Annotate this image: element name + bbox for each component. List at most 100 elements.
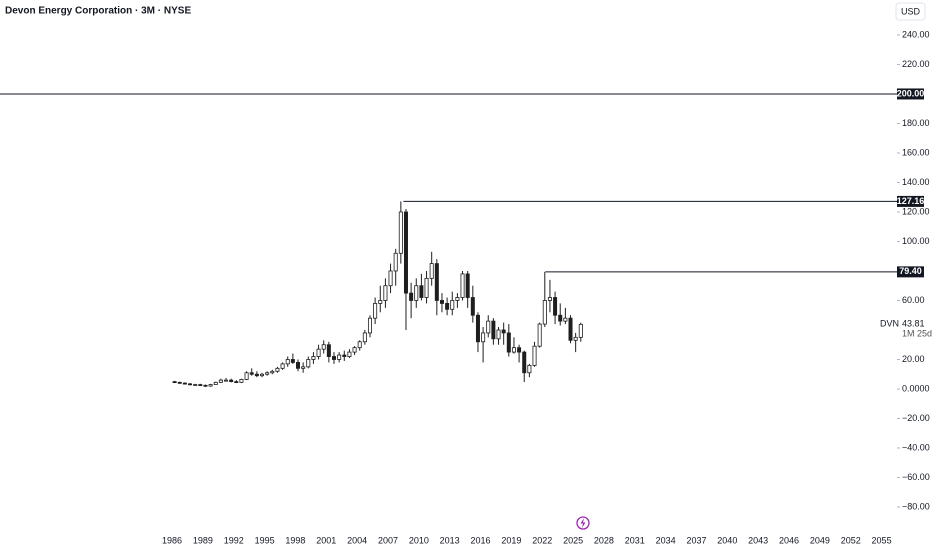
- candle-body: [229, 379, 234, 383]
- x-tick-label: 2052: [841, 535, 861, 545]
- candle-body: [367, 317, 372, 334]
- candle-body: [388, 270, 393, 287]
- candle-body: [254, 373, 259, 377]
- candle-body: [460, 273, 465, 298]
- candle-body: [568, 317, 573, 341]
- candle-body: [321, 344, 326, 350]
- candle-body: [172, 381, 177, 384]
- candle-body: [275, 367, 280, 372]
- candle-body: [393, 252, 398, 272]
- candle-body: [517, 347, 522, 353]
- candle-body: [280, 363, 285, 369]
- candle-body: [439, 300, 444, 304]
- candle-body: [496, 329, 501, 340]
- candle-body: [527, 364, 532, 374]
- candle-body: [578, 323, 583, 338]
- y-tick-label: 220.00: [902, 59, 930, 69]
- candle-body: [434, 263, 439, 301]
- x-tick-label: 2007: [378, 535, 398, 545]
- x-tick-label: 2022: [532, 535, 552, 545]
- candle-body: [419, 285, 424, 298]
- y-tick-label: −40.00: [902, 442, 930, 452]
- x-tick-label: 2028: [594, 535, 614, 545]
- candle-body: [481, 332, 486, 343]
- y-tick-label: −60.00: [902, 472, 930, 482]
- x-tick-label: 2016: [471, 535, 491, 545]
- level-label: 200.00: [897, 88, 925, 98]
- icon-bolt[interactable]: [580, 518, 586, 528]
- candle-body: [198, 384, 203, 386]
- candle-body: [270, 370, 275, 374]
- candle-body: [455, 297, 460, 301]
- replay-icon[interactable]: [576, 516, 590, 530]
- candle-body: [177, 381, 182, 384]
- currency[interactable]: USD: [901, 6, 921, 16]
- x-tick-label: 1998: [285, 535, 305, 545]
- candle-body: [553, 297, 558, 316]
- candle-body: [475, 314, 480, 343]
- x-tick-label: 1995: [255, 535, 275, 545]
- x-tick-label: 2019: [501, 535, 521, 545]
- candle-body: [347, 351, 352, 357]
- candle-body: [213, 381, 218, 385]
- candle-body: [265, 372, 270, 375]
- candle-body: [362, 332, 367, 343]
- candle-body: [224, 379, 229, 382]
- candle-body: [491, 320, 496, 340]
- x-tick-label: 2031: [625, 535, 645, 545]
- candle-body: [501, 329, 506, 334]
- y-tick-label: 120.00: [902, 206, 930, 216]
- level-label-box: [897, 266, 924, 278]
- x-tick-label: 2046: [779, 535, 799, 545]
- symbol-label: DVN: [880, 319, 899, 329]
- last-price: 43.81: [902, 319, 925, 329]
- candle-body: [383, 285, 388, 301]
- x-tick-label: 2004: [347, 535, 367, 545]
- candle-body: [244, 372, 249, 380]
- candle-body: [537, 323, 542, 347]
- candle-body: [429, 263, 434, 279]
- candle-body: [352, 347, 357, 353]
- x-tick-label: 2043: [748, 535, 768, 545]
- y-tick-label: 160.00: [902, 147, 930, 157]
- level-label-box: [897, 88, 924, 100]
- candle-body: [182, 382, 187, 385]
- y-tick-label: 60.00: [902, 295, 925, 305]
- level-label-box: [897, 195, 924, 207]
- candle-body: [470, 297, 475, 316]
- x-tick-label: 1992: [224, 535, 244, 545]
- x-tick-label: 2013: [440, 535, 460, 545]
- candle-body: [296, 362, 301, 369]
- candle-body: [532, 345, 537, 366]
- candle-body: [188, 383, 193, 386]
- candle-body: [203, 384, 208, 387]
- candle-body: [285, 359, 290, 365]
- candle-body: [414, 285, 419, 301]
- candle-body: [208, 384, 213, 387]
- candle-body: [331, 356, 336, 360]
- x-tick-label: 2025: [563, 535, 583, 545]
- candle-body: [465, 273, 470, 298]
- icon-circle[interactable]: [576, 516, 590, 530]
- y-tick-label: 20.00: [902, 354, 925, 364]
- candle-body: [260, 373, 265, 377]
- candle-body: [506, 332, 511, 353]
- candle-body: [193, 384, 198, 386]
- x-tick-label: 2040: [717, 535, 737, 545]
- candle-body: [547, 297, 552, 301]
- candle-body: [306, 359, 311, 368]
- y-tick-label: 140.00: [902, 177, 930, 187]
- candle-body: [542, 300, 547, 325]
- candle-body: [409, 292, 414, 301]
- y-tick-label: −80.00: [902, 501, 930, 511]
- level-label: 127.16: [897, 196, 925, 206]
- candle-body: [573, 336, 578, 341]
- currency-box[interactable]: [895, 2, 926, 21]
- candle-body: [301, 366, 306, 369]
- candle-body: [337, 354, 342, 360]
- candle-body: [378, 300, 383, 304]
- y-tick-label: 240.00: [902, 29, 930, 39]
- candle-body: [445, 303, 450, 310]
- bar-countdown: 1M 25d: [902, 329, 932, 339]
